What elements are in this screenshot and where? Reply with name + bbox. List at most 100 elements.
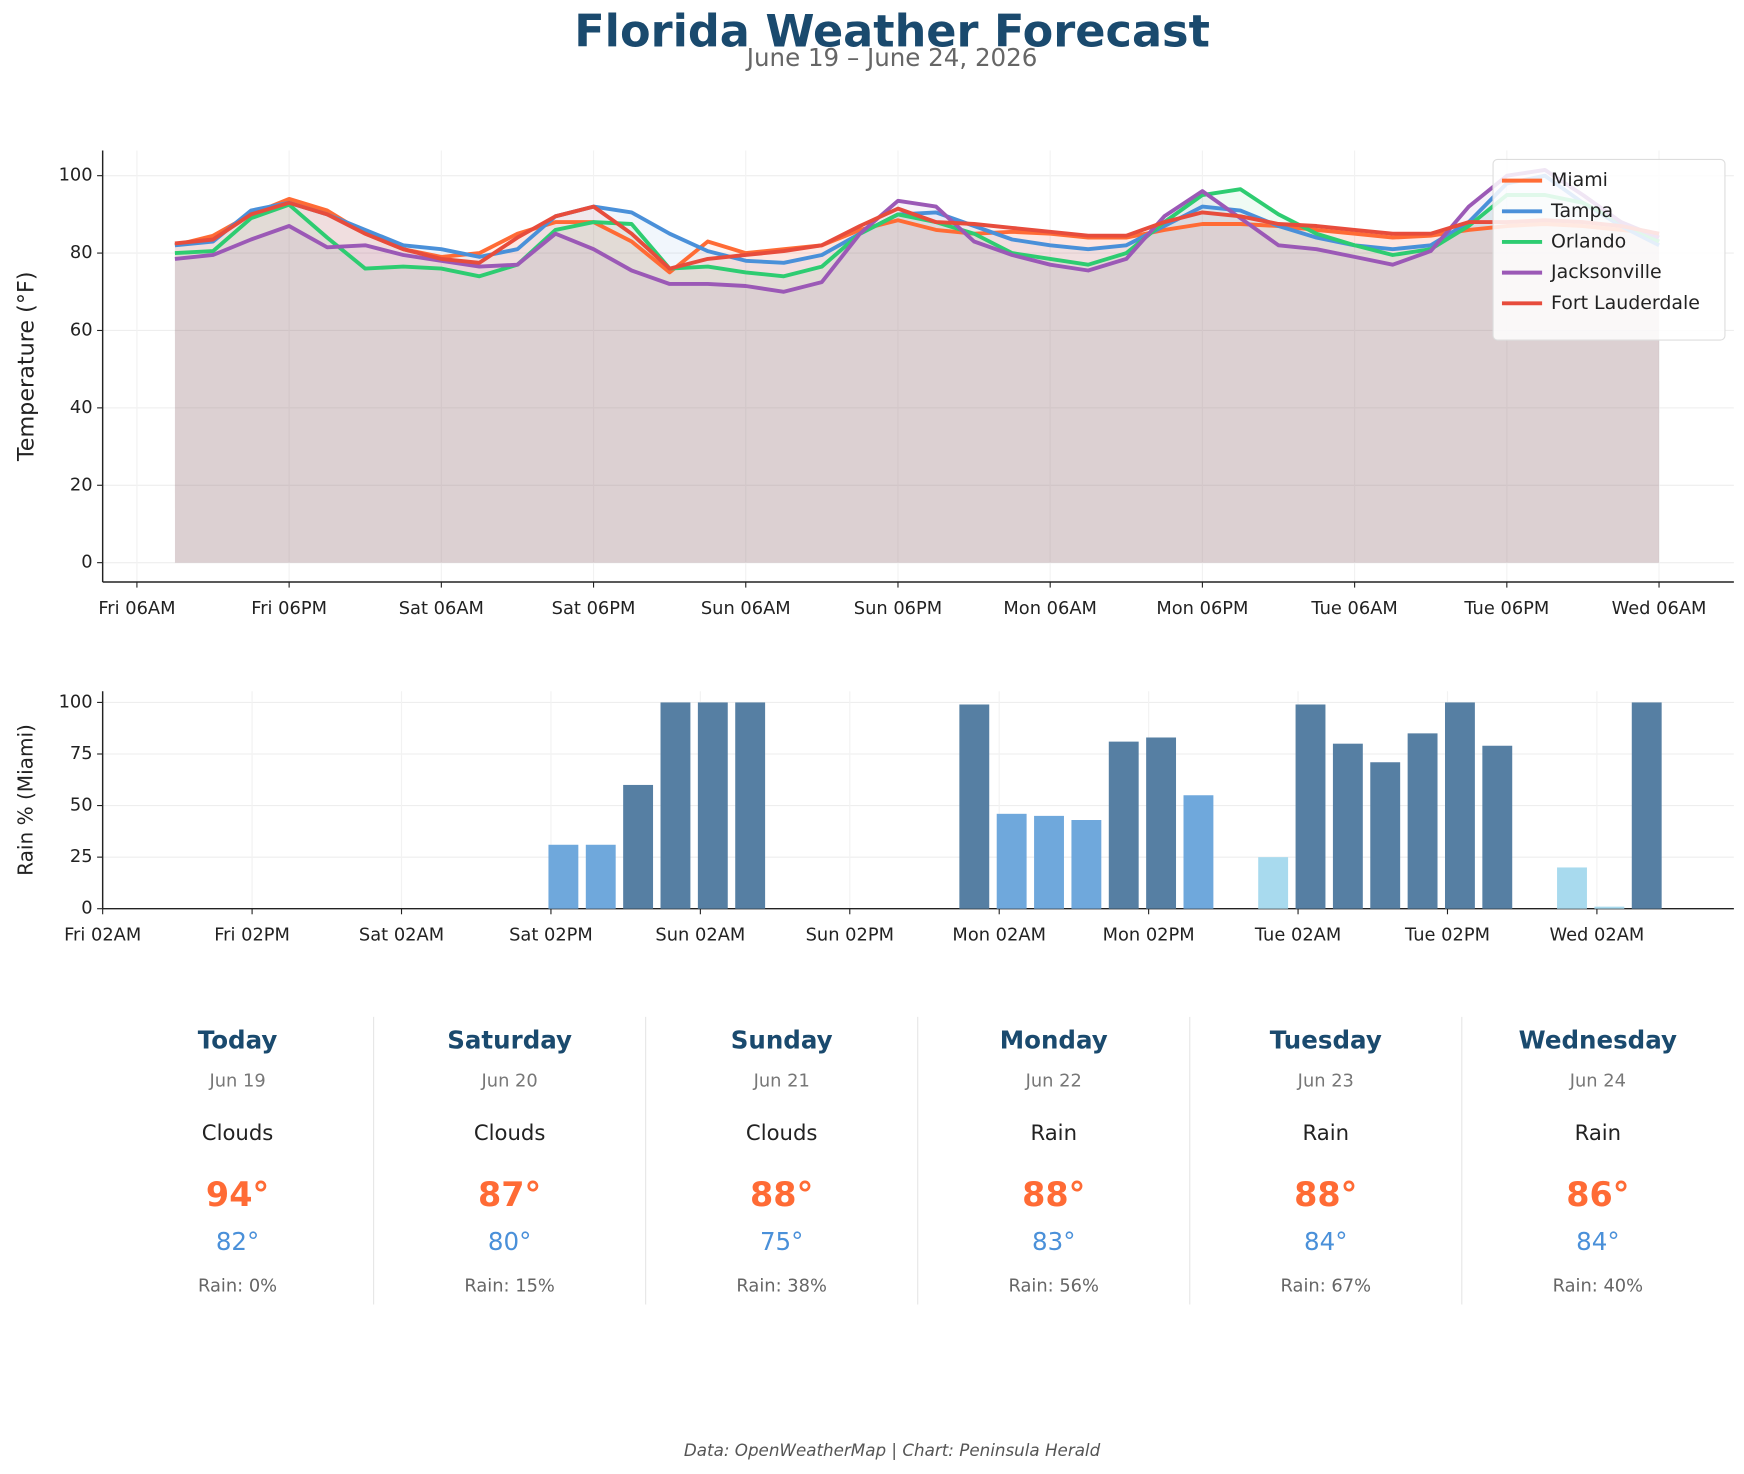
x-tick-label: Tue 02AM — [1254, 924, 1341, 945]
condition: Rain — [1030, 1120, 1077, 1145]
day-date: Jun 22 — [1025, 1071, 1082, 1092]
bar — [1071, 820, 1102, 909]
day-date: Jun 20 — [481, 1071, 538, 1092]
y-tick-label: 60 — [70, 319, 93, 340]
low-temp: 84° — [1304, 1227, 1347, 1256]
x-tick-label: Sat 02PM — [509, 924, 593, 945]
x-tick-label: Sun 06AM — [701, 598, 791, 619]
day-name: Wednesday — [1519, 1025, 1677, 1054]
bar — [548, 844, 579, 909]
x-tick-label: Fri 06AM — [98, 598, 175, 619]
bar — [1332, 743, 1363, 909]
day-name: Today — [198, 1025, 278, 1054]
x-tick-label: Sat 02AM — [359, 924, 444, 945]
x-tick-label: Sat 06PM — [552, 598, 636, 619]
x-tick-label: Tue 06AM — [1310, 598, 1397, 619]
y-axis-label: Temperature (°F) — [13, 271, 39, 462]
high-temp: 88° — [1022, 1175, 1085, 1214]
bar — [1631, 702, 1662, 909]
bar — [996, 813, 1027, 909]
condition: Clouds — [746, 1120, 818, 1145]
day-date: Jun 24 — [1569, 1071, 1626, 1092]
bar — [1482, 745, 1513, 909]
x-tick-label: Sun 06PM — [854, 598, 942, 619]
legend-label: Miami — [1551, 169, 1608, 191]
high-temp: 88° — [1294, 1175, 1357, 1214]
x-tick-label: Tue 06PM — [1463, 598, 1549, 619]
bar — [1295, 704, 1326, 909]
y-tick-label: 20 — [70, 474, 93, 495]
x-tick-label: Mon 02AM — [952, 924, 1046, 945]
y-tick-label: 80 — [70, 242, 93, 263]
bar — [585, 844, 616, 909]
page-title: Florida Weather Forecast — [574, 6, 1210, 58]
legend-label: Fort Lauderdale — [1551, 292, 1700, 314]
condition: Clouds — [202, 1120, 274, 1145]
x-tick-label: Sun 02AM — [655, 924, 745, 945]
area-fill — [174, 175, 1660, 563]
bar — [1557, 867, 1587, 909]
rain-chance: Rain: 40% — [1553, 1276, 1643, 1297]
x-tick-label: Fri 02PM — [214, 924, 290, 945]
page-subtitle: June 19 – June 24, 2026 — [745, 43, 1038, 72]
x-tick-label: Fri 06PM — [251, 598, 327, 619]
bar — [1146, 737, 1177, 909]
footer: Data: OpenWeatherMap | Chart: Peninsula … — [684, 1440, 1101, 1460]
day-name: Saturday — [447, 1025, 572, 1054]
bar — [1183, 795, 1214, 909]
y-tick-label: 40 — [70, 397, 93, 418]
y-tick-label: 50 — [70, 795, 93, 816]
bar — [1258, 857, 1289, 909]
condition: Rain — [1575, 1120, 1622, 1145]
x-tick-label: Mon 06AM — [1003, 598, 1097, 619]
high-temp: 88° — [750, 1175, 813, 1214]
y-tick-label: 0 — [81, 552, 92, 573]
x-tick-label: Sat 06AM — [399, 598, 484, 619]
day-name: Tuesday — [1270, 1025, 1382, 1054]
legend-label: Orlando — [1551, 230, 1626, 252]
low-temp: 80° — [488, 1227, 531, 1256]
high-temp: 87° — [478, 1175, 541, 1214]
bar — [1407, 733, 1438, 909]
low-temp: 83° — [1032, 1227, 1075, 1256]
rain-chance: Rain: 15% — [464, 1276, 554, 1297]
rain-chance: Rain: 0% — [198, 1276, 277, 1297]
x-tick-label: Mon 02PM — [1103, 924, 1195, 945]
low-temp: 84° — [1576, 1227, 1619, 1256]
bar — [1444, 702, 1475, 909]
day-name: Monday — [1000, 1025, 1108, 1054]
condition: Clouds — [474, 1120, 546, 1145]
low-temp: 75° — [760, 1227, 803, 1256]
rain-chance: Rain: 38% — [736, 1276, 826, 1297]
x-tick-label: Tue 02PM — [1404, 924, 1490, 945]
x-tick-label: Fri 02AM — [64, 924, 141, 945]
bar — [660, 702, 691, 909]
area-fill — [174, 169, 1660, 563]
area-fill — [174, 189, 1660, 563]
high-temp: 94° — [206, 1175, 269, 1214]
day-date: Jun 23 — [1297, 1071, 1354, 1092]
area-fill — [174, 198, 1660, 563]
x-tick-label: Mon 06PM — [1156, 598, 1248, 619]
y-tick-label: 100 — [59, 165, 93, 186]
bar — [1034, 815, 1064, 909]
bar — [697, 702, 728, 909]
bar — [1594, 906, 1625, 909]
x-tick-label: Sun 02PM — [806, 924, 894, 945]
line — [174, 200, 1660, 271]
day-date: Jun 21 — [753, 1071, 810, 1092]
low-temp: 82° — [216, 1227, 259, 1256]
bar — [1108, 741, 1139, 909]
legend-label: Jacksonville — [1550, 261, 1662, 283]
bar — [623, 784, 654, 909]
area-fill — [174, 202, 1660, 563]
rain-chance: Rain: 56% — [1008, 1276, 1098, 1297]
x-tick-label: Wed 06AM — [1612, 598, 1707, 619]
condition: Rain — [1303, 1120, 1350, 1145]
bar — [1370, 762, 1401, 909]
rain-chance: Rain: 67% — [1281, 1276, 1371, 1297]
bar — [735, 702, 766, 909]
day-date: Jun 19 — [208, 1071, 265, 1092]
y-tick-label: 25 — [70, 846, 93, 867]
